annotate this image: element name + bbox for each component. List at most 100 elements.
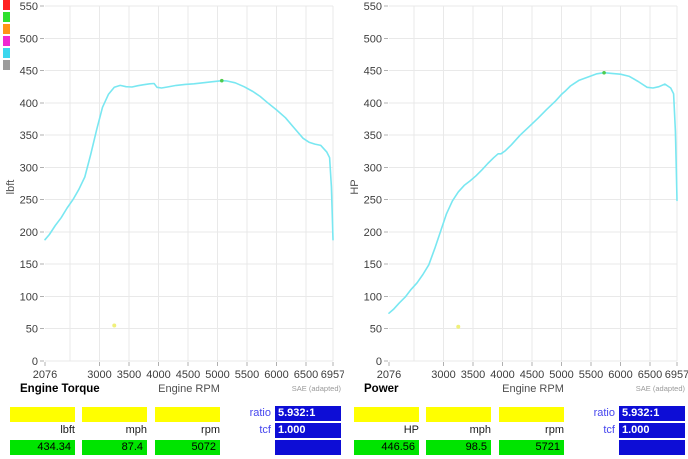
power-rpm-value-box: 5721 — [499, 440, 564, 455]
tcf-label: tcf — [259, 424, 271, 436]
run-red-swatch[interactable] — [3, 0, 10, 10]
svg-text:6500: 6500 — [294, 369, 318, 381]
svg-text:4000: 4000 — [490, 369, 514, 381]
svg-text:4500: 4500 — [520, 369, 544, 381]
tcf-value-box: 1.000 — [619, 423, 685, 438]
svg-text:150: 150 — [364, 259, 382, 271]
chart-title: Engine Torque — [20, 383, 100, 395]
x-axis-title: Engine RPM — [158, 383, 220, 395]
svg-text:50: 50 — [26, 324, 38, 336]
torque-mph-yellow-header-box — [82, 407, 147, 422]
y-axis-title: HP — [349, 179, 361, 194]
ratio-value-box: 5.932:1 — [275, 406, 341, 421]
sae-adapted-note: SAE (adapted) — [292, 384, 342, 393]
power-chart[interactable]: 0 50 100 150 200 250 300 350 400 450 500 550 2076 300… — [344, 0, 688, 400]
ratio-label: ratio — [249, 407, 271, 419]
power-rpm-label: rpm — [545, 424, 564, 436]
svg-text:4500: 4500 — [176, 369, 200, 381]
run-color-legend — [3, 0, 11, 72]
svg-text:200: 200 — [20, 227, 38, 239]
svg-text:200: 200 — [364, 227, 382, 239]
svg-text:500: 500 — [364, 33, 382, 45]
svg-text:6500: 6500 — [638, 369, 662, 381]
power-rpm-yellow-header-box — [499, 407, 564, 422]
svg-text:3000: 3000 — [431, 369, 455, 381]
torque-rpm-yellow-header-box — [155, 407, 220, 422]
svg-text:300: 300 — [20, 162, 38, 174]
svg-text:250: 250 — [364, 195, 382, 207]
power-peak-value-box: 446.56 — [354, 440, 419, 455]
small-yellow-marker — [456, 324, 461, 329]
ratio-label: ratio — [593, 407, 615, 419]
tcf-label: tcf — [603, 424, 615, 436]
peak-marker — [219, 78, 224, 83]
power-mph-yellow-header-box — [426, 407, 491, 422]
sae-adapted-note: SAE (adapted) — [636, 384, 686, 393]
svg-text:550: 550 — [364, 1, 382, 13]
torque-yellow-header-box — [10, 407, 75, 422]
power-rpm-column: rpm 5721 — [499, 400, 564, 459]
ratio-value-box: 5.932:1 — [619, 406, 685, 421]
small-yellow-marker — [112, 323, 117, 328]
svg-text:100: 100 — [364, 291, 382, 303]
torque-readouts: lbft 434.34 mph 87.4 rpm 5072 ratio 5.93… — [0, 400, 344, 459]
power-panel: 0 50 100 150 200 250 300 350 400 450 500 550 2076 300… — [344, 0, 688, 459]
svg-text:450: 450 — [20, 66, 38, 78]
torque-chart[interactable]: 0 50 100 150 200 250 300 350 400 450 500 550 2076 300… — [0, 0, 344, 400]
svg-text:0: 0 — [32, 356, 38, 368]
svg-text:0: 0 — [376, 356, 382, 368]
run-cyan-swatch[interactable] — [3, 48, 10, 58]
svg-text:6000: 6000 — [608, 369, 632, 381]
x-axis-title: Engine RPM — [502, 383, 564, 395]
svg-text:550: 550 — [20, 1, 38, 13]
run-gray-swatch[interactable] — [3, 60, 10, 70]
peak-marker — [602, 70, 606, 75]
svg-text:400: 400 — [20, 98, 38, 110]
torque-rpm-value-box: 5072 — [155, 440, 220, 455]
torque-unit-column: lbft 434.34 — [10, 400, 75, 459]
svg-text:2076: 2076 — [377, 369, 401, 381]
svg-text:6000: 6000 — [264, 369, 288, 381]
svg-text:5500: 5500 — [579, 369, 603, 381]
y-axis-title: lbft — [5, 180, 17, 195]
torque-rpm-label: rpm — [201, 424, 220, 436]
run-magenta-swatch[interactable] — [3, 36, 10, 46]
svg-text:5500: 5500 — [235, 369, 259, 381]
tcf-value-box: 1.000 — [275, 423, 341, 438]
power-mph-column: mph 98.5 — [426, 400, 491, 459]
svg-text:4000: 4000 — [146, 369, 170, 381]
run-orange-swatch[interactable] — [3, 24, 10, 34]
svg-text:450: 450 — [364, 66, 382, 78]
torque-mph-label: mph — [125, 424, 147, 436]
dyno-curve — [388, 71, 678, 314]
torque-mph-value-box: 87.4 — [82, 440, 147, 455]
svg-text:400: 400 — [364, 98, 382, 110]
svg-text:5000: 5000 — [549, 369, 573, 381]
svg-text:3500: 3500 — [461, 369, 485, 381]
power-unit-column: HP 446.56 — [354, 400, 419, 459]
empty-blue-box — [619, 440, 685, 455]
power-mph-value-box: 98.5 — [426, 440, 491, 455]
svg-text:3000: 3000 — [87, 369, 111, 381]
torque-mph-column: mph 87.4 — [82, 400, 147, 459]
svg-text:350: 350 — [20, 130, 38, 142]
svg-text:350: 350 — [364, 130, 382, 142]
svg-text:50: 50 — [370, 324, 382, 336]
torque-panel: 0 50 100 150 200 250 300 350 400 450 500 550 2076 300… — [0, 0, 344, 459]
svg-text:5000: 5000 — [205, 369, 229, 381]
dyno-curve — [44, 79, 334, 241]
power-yellow-header-box — [354, 407, 419, 422]
svg-text:2076: 2076 — [33, 369, 57, 381]
svg-text:250: 250 — [20, 195, 38, 207]
svg-text:300: 300 — [364, 162, 382, 174]
svg-text:6957: 6957 — [321, 369, 344, 381]
power-mph-label: mph — [469, 424, 491, 436]
svg-text:500: 500 — [20, 33, 38, 45]
torque-rpm-column: rpm 5072 — [155, 400, 220, 459]
torque-unit-label: lbft — [60, 424, 75, 436]
svg-text:150: 150 — [20, 259, 38, 271]
svg-text:6957: 6957 — [665, 369, 688, 381]
run-green-swatch[interactable] — [3, 12, 10, 22]
power-readouts: HP 446.56 mph 98.5 rpm 5721 ratio 5.932:… — [344, 400, 688, 459]
power-unit-label: HP — [403, 424, 419, 436]
